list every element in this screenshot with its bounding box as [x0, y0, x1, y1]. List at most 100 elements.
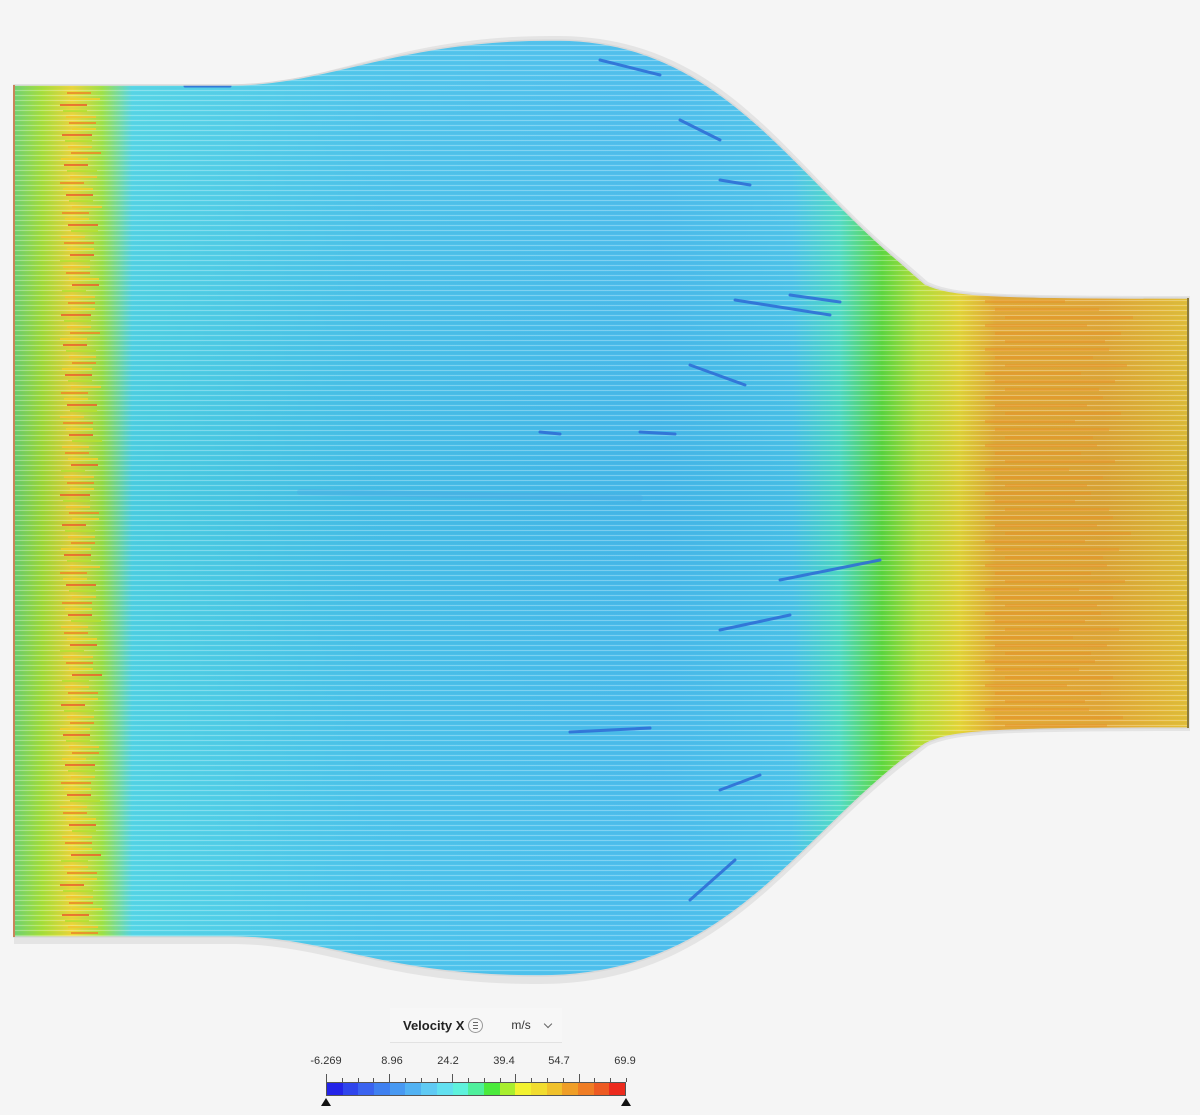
outlet-streak — [985, 636, 1073, 639]
outlet-streak — [1005, 700, 1085, 703]
flow-visualization[interactable] — [0, 0, 1200, 1000]
legend-variable-label[interactable]: Velocity X — [403, 1017, 465, 1033]
outlet-streak — [1005, 556, 1103, 559]
colorbar-segment — [515, 1083, 531, 1095]
inlet-streak — [69, 122, 96, 124]
outlet-streak — [995, 476, 1103, 479]
outlet-streak — [1005, 340, 1105, 343]
outlet-streak — [985, 564, 1107, 567]
outlet-streak — [1005, 532, 1131, 535]
inlet-streak — [72, 284, 99, 286]
colorbar-segment — [578, 1083, 594, 1095]
colorbar-segment — [593, 1083, 610, 1095]
inlet-streak — [63, 266, 90, 268]
outlet-streak — [1005, 508, 1109, 511]
inlet-streak — [66, 428, 93, 430]
colorbar-tick — [626, 1078, 627, 1082]
inlet-streak — [72, 752, 99, 754]
inlet-streak — [68, 146, 92, 148]
inlet-streak — [71, 308, 95, 310]
inlet-streak — [62, 290, 86, 292]
inlet-streak — [64, 242, 94, 244]
outlet-streak — [995, 356, 1093, 359]
inlet-streak — [63, 110, 87, 112]
inlet-streak — [61, 704, 85, 706]
streamline-segment — [718, 613, 792, 632]
inlet-streak — [67, 404, 97, 406]
outlet-streak — [995, 380, 1115, 383]
inlet-streak — [68, 536, 95, 538]
outlet-streak — [1005, 364, 1127, 367]
inlet-streak — [71, 620, 101, 622]
inlet-streak — [65, 530, 95, 532]
min-range-handle[interactable] — [321, 1098, 331, 1106]
inlet-streak — [68, 614, 92, 616]
outlet-streak — [1005, 412, 1121, 415]
inlet-streak — [70, 722, 94, 724]
outlet-streak — [995, 596, 1113, 599]
colorbar-ticks — [326, 1074, 627, 1082]
inlet-streak — [65, 452, 89, 454]
inlet-streak — [67, 248, 94, 250]
max-range-handle[interactable] — [621, 1098, 631, 1106]
inlet-streak — [63, 188, 93, 190]
inlet-streak — [71, 230, 98, 232]
inlet-streak — [63, 890, 93, 892]
colorbar-tick — [578, 1074, 580, 1082]
inlet-streak — [69, 824, 96, 826]
inlet-streak — [68, 848, 92, 850]
outlet-streak — [995, 452, 1081, 455]
colorbar-tick-label: 54.7 — [548, 1055, 570, 1067]
streamline-segment — [688, 363, 747, 387]
colorbar-segment — [483, 1083, 500, 1095]
inlet-streak — [70, 254, 94, 256]
inlet-streak — [70, 644, 97, 646]
colorbar-segment — [389, 1083, 406, 1095]
colorbar-segment — [342, 1083, 359, 1095]
colorbar-tick — [515, 1074, 517, 1082]
inlet-streak — [67, 482, 94, 484]
inlet-streak — [72, 128, 96, 130]
inlet-streak — [64, 866, 88, 868]
inlet-streak — [67, 794, 91, 796]
inlet-streak — [68, 770, 95, 772]
inlet-streak — [60, 260, 90, 262]
inlet-streak — [72, 674, 102, 676]
streamline-segment — [778, 558, 882, 582]
outlet-streak — [1005, 604, 1097, 607]
inlet-streak — [67, 92, 91, 94]
inlet-streak — [61, 782, 91, 784]
colorbar-tick — [452, 1074, 454, 1082]
colorbar-tick — [562, 1078, 564, 1082]
outlet-streak — [985, 492, 1091, 495]
streamline-segment — [568, 726, 652, 734]
outlet-streak — [985, 708, 1089, 711]
result-legend-header: Velocity X m/s — [390, 1008, 562, 1043]
inlet-streak — [60, 416, 84, 418]
colorbar-tick-label: -6.269 — [310, 1055, 342, 1067]
inlet-streak — [65, 296, 95, 298]
colorbar-segment — [358, 1083, 375, 1095]
inlet-streak — [68, 692, 98, 694]
inlet-streak — [64, 320, 91, 322]
outlet-streak — [995, 524, 1097, 527]
inlet-streak — [65, 686, 89, 688]
outlet-streak — [985, 372, 1081, 375]
outlet-streak — [1005, 580, 1125, 583]
outlet-streak — [985, 348, 1109, 351]
inlet-streak — [63, 500, 90, 502]
unit-dropdown[interactable]: m/s — [507, 1016, 554, 1034]
colorbar-segment — [374, 1083, 390, 1095]
colorbar-tick — [404, 1078, 406, 1082]
inlet-streak — [63, 812, 87, 814]
colorbar-segment — [609, 1083, 626, 1095]
legend-menu-icon[interactable] — [468, 1017, 484, 1033]
colorbar-tick — [547, 1078, 549, 1082]
colorbar-tick — [326, 1074, 327, 1082]
inlet-streak — [66, 584, 96, 586]
inlet-streak — [67, 638, 97, 640]
outlet-streak — [995, 332, 1121, 335]
colorbar-tick — [468, 1078, 470, 1082]
inlet-streak — [61, 626, 88, 628]
colorbar-segment — [530, 1083, 547, 1095]
